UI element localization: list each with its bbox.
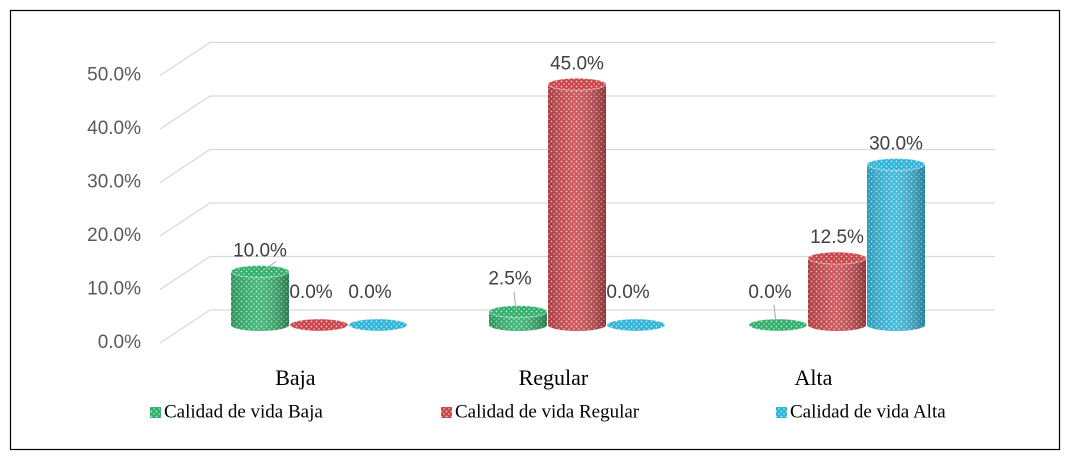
value-label: 0.0%: [748, 282, 791, 303]
cylinder-shade: [548, 84, 606, 331]
y-tick-label: 40.0%: [87, 118, 141, 139]
cylinder-top: [866, 158, 926, 171]
x-tick-label: Alta: [794, 365, 832, 390]
grid-line: [159, 41, 995, 77]
legend-label: Calidad de vida Regular: [455, 401, 640, 422]
y-tick-label: 50.0%: [87, 65, 141, 86]
value-label: 0.0%: [348, 282, 391, 303]
legend-swatch: [150, 407, 161, 418]
legend-label: Calidad de vida Alta: [790, 401, 946, 422]
legend-label: Calidad de vida Baja: [164, 401, 323, 422]
legend-swatch: [441, 407, 452, 418]
value-label: 30.0%: [869, 134, 923, 155]
cylinder-shade: [808, 258, 866, 331]
cylinder-shade: [867, 164, 925, 331]
cylinder-shade: [489, 311, 547, 331]
value-label: 2.5%: [488, 269, 531, 290]
y-tick-label: 10.0%: [87, 279, 141, 300]
leader-line: [773, 304, 777, 324]
x-tick-label: Regular: [519, 365, 589, 390]
x-tick-label: Baja: [275, 365, 316, 390]
cylinder-top: [807, 251, 867, 265]
cylinder-top: [488, 305, 548, 319]
leader-line: [513, 291, 517, 310]
cylinder-shade: [231, 271, 289, 331]
value-label: 0.0%: [289, 282, 332, 303]
grid-line: [159, 148, 995, 184]
value-label: 12.5%: [810, 227, 864, 248]
cylinder-top: [289, 318, 349, 332]
cylinder-top: [547, 77, 607, 91]
y-tick-label: 20.0%: [87, 225, 141, 246]
grid-line: [159, 255, 995, 291]
grid-line: [159, 202, 995, 237]
leader-line: [261, 261, 277, 272]
grid-line: [159, 309, 995, 344]
cylinder-top: [348, 318, 408, 332]
legend-swatch: [776, 407, 787, 418]
value-label: 45.0%: [550, 53, 604, 74]
cylinder-top: [606, 318, 666, 332]
value-label: 0.0%: [606, 282, 649, 303]
value-label: 10.0%: [233, 241, 287, 262]
cylinder-top: [748, 318, 808, 332]
y-tick-label: 0.0%: [98, 332, 141, 353]
grid-line: [159, 95, 995, 130]
y-tick-label: 30.0%: [87, 172, 141, 193]
cylinder-top: [230, 265, 290, 278]
